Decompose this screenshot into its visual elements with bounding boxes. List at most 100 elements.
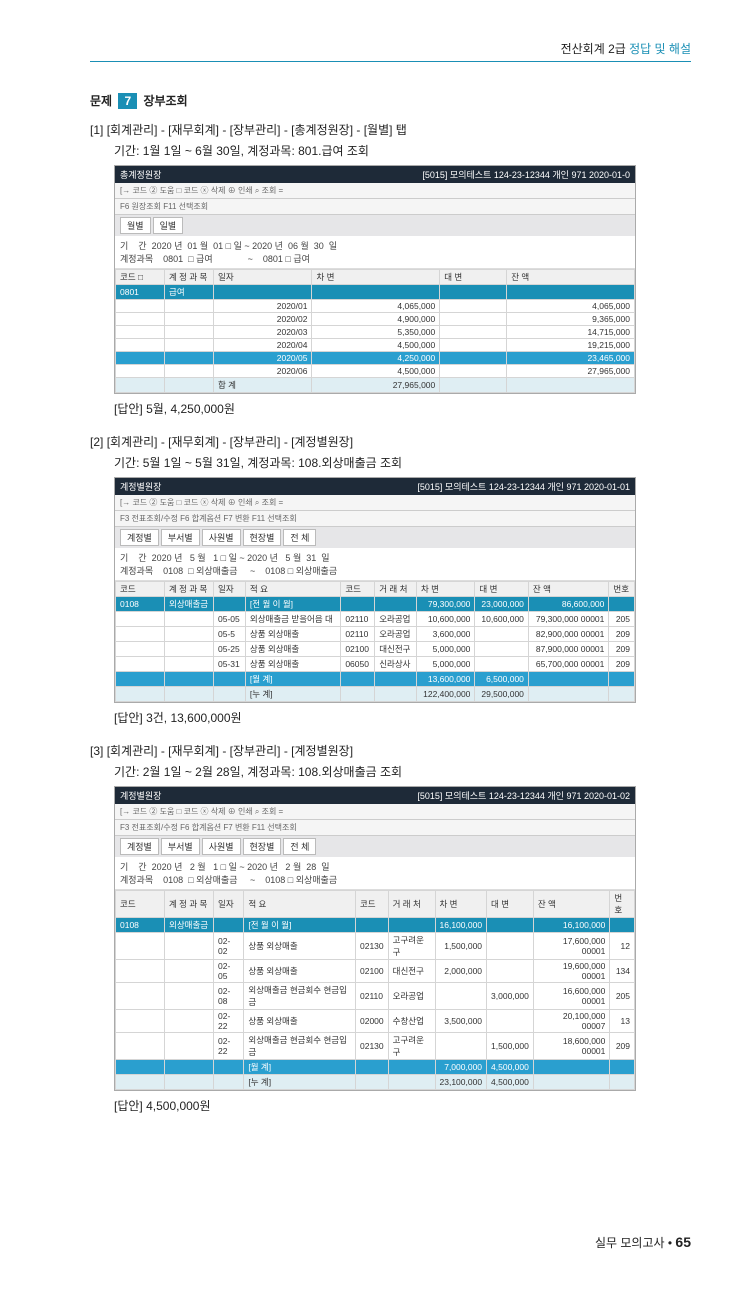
cell: 0108	[116, 918, 165, 933]
cell	[165, 326, 214, 339]
column-header[interactable]: 적 요	[245, 582, 340, 597]
toolbar[interactable]: [→ 코드 ② 도움 □ 코드 ⓧ 삭제 ⊕ 인쇄 ⌕ 조회 =	[115, 495, 635, 511]
column-header[interactable]: 코드	[341, 582, 375, 597]
cell	[341, 597, 375, 612]
header-rule	[90, 61, 691, 62]
tab[interactable]: 전 체	[283, 529, 316, 546]
tab[interactable]: 일별	[153, 217, 184, 234]
table-row[interactable]: [누 계]23,100,0004,500,000	[116, 1075, 635, 1090]
column-header[interactable]: 일자	[214, 582, 246, 597]
cell: 05-31	[214, 657, 246, 672]
table-row[interactable]: [월 계]7,000,0004,500,000	[116, 1060, 635, 1075]
cell: [전 월 이 월]	[244, 918, 356, 933]
table-row[interactable]: 05-31상품 외상매출06050신라상사5,000,00065,700,000…	[116, 657, 635, 672]
cell	[165, 933, 214, 960]
cell	[375, 672, 417, 687]
column-header[interactable]: 코드 □	[116, 270, 165, 285]
tab[interactable]: 현장별	[243, 838, 282, 855]
table-row[interactable]: [월 계]13,600,0006,500,000	[116, 672, 635, 687]
tab[interactable]: 월별	[120, 217, 151, 234]
tab[interactable]: 사원별	[202, 529, 241, 546]
column-header[interactable]: 코드	[116, 582, 165, 597]
table-row[interactable]: 2020/035,350,00014,715,000	[116, 326, 635, 339]
table-row[interactable]: 02-02상품 외상매출02130고구려운구1,500,00017,600,00…	[116, 933, 635, 960]
tab[interactable]: 부서별	[161, 838, 200, 855]
cell: [월 계]	[244, 1060, 356, 1075]
column-header[interactable]: 대 변	[475, 582, 529, 597]
column-header[interactable]: 잔 액	[507, 270, 635, 285]
cell	[165, 983, 214, 1010]
column-header[interactable]: 잔 액	[533, 891, 610, 918]
cell	[475, 642, 529, 657]
column-header[interactable]: 거 래 처	[375, 582, 417, 597]
column-header[interactable]: 코드	[355, 891, 388, 918]
cell	[116, 352, 165, 365]
column-header[interactable]: 잔 액	[528, 582, 608, 597]
column-header[interactable]: 번호	[610, 891, 635, 918]
toolbar[interactable]: [→ 코드 ② 도움 □ 코드 ⓧ 삭제 ⊕ 인쇄 ⌕ 조회 =	[115, 804, 635, 820]
tab[interactable]: 계정별	[120, 838, 159, 855]
cell: 4,500,000	[487, 1060, 534, 1075]
column-header[interactable]: 대 변	[440, 270, 507, 285]
cell	[609, 597, 635, 612]
table-row[interactable]: 0108외상매출금[전 월 이 월]79,300,00023,000,00086…	[116, 597, 635, 612]
column-header[interactable]: 일자	[214, 891, 244, 918]
column-header[interactable]: 번호	[609, 582, 635, 597]
table-row[interactable]: 0108외상매출금[전 월 이 월]16,100,00016,100,000	[116, 918, 635, 933]
cell: 4,500,000	[312, 365, 440, 378]
toolbar[interactable]: [→ 코드 ② 도움 □ 코드 ⓧ 삭제 ⊕ 인쇄 ⌕ 조회 =	[115, 183, 635, 199]
cell	[312, 285, 440, 300]
filter-panel[interactable]: 기 간 2020 년 01 월 01 □ 일 ~ 2020 년 06 월 30 …	[115, 236, 635, 269]
table-row[interactable]: 2020/064,500,00027,965,000	[116, 365, 635, 378]
tab[interactable]: 사원별	[202, 838, 241, 855]
table-row[interactable]: 02-22상품 외상매출02000수창산업3,500,00020,100,000…	[116, 1010, 635, 1033]
table-row[interactable]: 02-22외상매출금 현금회수 현금입금02130고구려운구1,500,0001…	[116, 1033, 635, 1060]
filter-panel[interactable]: 기 간 2020 년 2 월 1 □ 일 ~ 2020 년 2 월 28 일 계…	[115, 857, 635, 890]
table-row[interactable]: 2020/024,900,0009,365,000	[116, 313, 635, 326]
table-row[interactable]: 0801급여	[116, 285, 635, 300]
cell: [월 계]	[245, 672, 340, 687]
column-header[interactable]: 차 변	[417, 582, 475, 597]
column-header[interactable]: 거 래 처	[388, 891, 435, 918]
tab[interactable]: 계정별	[120, 529, 159, 546]
column-header[interactable]: 일자	[214, 270, 312, 285]
column-header[interactable]: 계 정 과 목	[165, 270, 214, 285]
cell: 4,500,000	[487, 1075, 534, 1090]
table-row[interactable]: 05-5상품 외상매출02110오라공업3,600,00082,900,000 …	[116, 627, 635, 642]
column-header[interactable]: 계 정 과 목	[165, 582, 214, 597]
table-row[interactable]: 05-05외상매출금 받을어음 대02110오라공업10,600,00010,6…	[116, 612, 635, 627]
table-row[interactable]: 02-05상품 외상매출02100대신전구2,000,00019,600,000…	[116, 960, 635, 983]
table-row[interactable]: 2020/014,065,0004,065,000	[116, 300, 635, 313]
toolbar-sub[interactable]: F6 원장조회 F11 선택조회	[115, 199, 635, 215]
cell	[165, 642, 214, 657]
toolbar-sub[interactable]: F3 전표조회/수정 F6 합계옵션 F7 변환 F11 선택조회	[115, 511, 635, 527]
column-header[interactable]: 대 변	[487, 891, 534, 918]
footer-sep: •	[668, 1236, 672, 1250]
cell	[165, 627, 214, 642]
column-header[interactable]: 차 변	[435, 891, 487, 918]
cell: 오라공업	[375, 627, 417, 642]
cell	[165, 672, 214, 687]
column-header[interactable]: 차 변	[312, 270, 440, 285]
column-header[interactable]: 적 요	[244, 891, 356, 918]
table-row[interactable]: 합 계27,965,000	[116, 378, 635, 393]
table-row[interactable]: 2020/044,500,00019,215,000	[116, 339, 635, 352]
column-header[interactable]: 코드	[116, 891, 165, 918]
table-row[interactable]: 05-25상품 외상매출02100대신전구5,000,00087,900,000…	[116, 642, 635, 657]
cell	[116, 378, 165, 393]
table-row[interactable]: 2020/054,250,00023,465,000	[116, 352, 635, 365]
tab[interactable]: 부서별	[161, 529, 200, 546]
tab[interactable]: 전 체	[283, 838, 316, 855]
cell	[440, 365, 507, 378]
cell: [누 계]	[244, 1075, 356, 1090]
table-row[interactable]: [누 계]122,400,00029,500,000	[116, 687, 635, 702]
column-header[interactable]: 계 정 과 목	[165, 891, 214, 918]
filter-panel[interactable]: 기 간 2020 년 5 월 1 □ 일 ~ 2020 년 5 월 31 일 계…	[115, 548, 635, 581]
table-row[interactable]: 02-08외상매출금 현금회수 현금입금02110오라공업3,000,00016…	[116, 983, 635, 1010]
cell: 10,600,000	[475, 612, 529, 627]
tab[interactable]: 현장별	[243, 529, 282, 546]
cell: 27,965,000	[312, 378, 440, 393]
toolbar-sub[interactable]: F3 전표조회/수정 F6 합계옵션 F7 변환 F11 선택조회	[115, 820, 635, 836]
cell	[165, 1033, 214, 1060]
cell: 4,900,000	[312, 313, 440, 326]
